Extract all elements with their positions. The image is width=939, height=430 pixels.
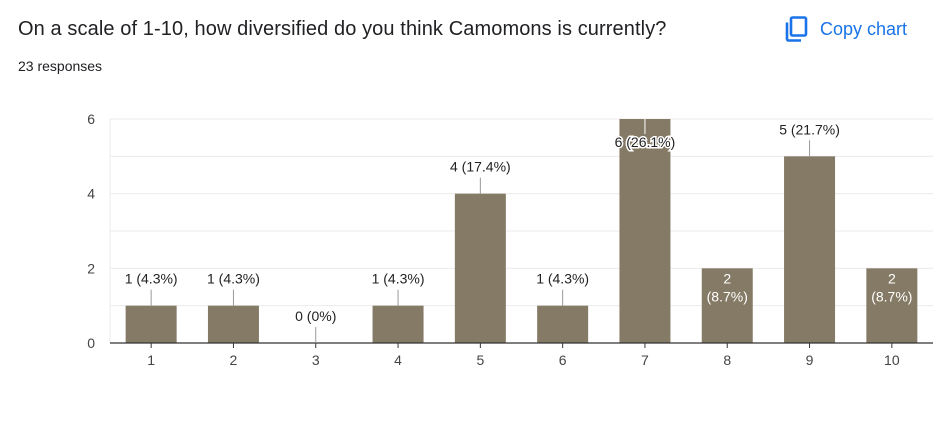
copy-icon <box>784 16 808 42</box>
data-label: 1 (4.3%) <box>125 271 178 287</box>
bar[interactable] <box>701 268 753 343</box>
x-tick-label: 3 <box>312 352 320 368</box>
data-label: 2 (8.7%) <box>871 270 912 304</box>
x-tick-label: 4 <box>394 352 402 368</box>
data-label: 5 (21.7%) <box>779 121 840 137</box>
data-label: 0 (0%) <box>295 308 336 324</box>
y-tick-label: 0 <box>87 335 95 351</box>
x-tick-label: 1 <box>147 352 155 368</box>
bar[interactable] <box>454 193 506 343</box>
data-label: 1 (4.3%) <box>372 271 425 287</box>
x-tick-label: 9 <box>806 352 814 368</box>
data-label: 1 (4.3%) <box>536 271 589 287</box>
bar[interactable] <box>866 268 918 343</box>
bar[interactable] <box>619 119 671 343</box>
y-tick-label: 6 <box>87 111 95 127</box>
response-count: 23 responses <box>18 58 103 74</box>
data-label: 6 (26.1%) <box>615 134 676 150</box>
bar[interactable] <box>372 305 424 343</box>
bar[interactable] <box>207 305 259 343</box>
x-tick-label: 10 <box>884 352 900 368</box>
copy-chart-label: Copy chart <box>820 18 908 39</box>
x-tick-label: 8 <box>723 352 731 368</box>
bar[interactable] <box>125 305 177 343</box>
x-tick-label: 7 <box>641 352 649 368</box>
data-label: 1 (4.3%) <box>207 271 260 287</box>
bar[interactable] <box>537 305 589 343</box>
copy-chart-button[interactable]: Copy chart <box>776 12 915 46</box>
x-tick-label: 5 <box>476 352 484 368</box>
question-title: On a scale of 1-10, how diversified do y… <box>18 18 667 40</box>
x-tick-label: 6 <box>559 352 567 368</box>
bar[interactable] <box>784 156 836 343</box>
data-label: 2 (8.7%) <box>707 270 748 304</box>
y-tick-label: 4 <box>87 186 95 202</box>
data-label: 4 (17.4%) <box>450 159 511 175</box>
x-tick-label: 2 <box>230 352 238 368</box>
y-tick-label: 2 <box>87 260 95 276</box>
